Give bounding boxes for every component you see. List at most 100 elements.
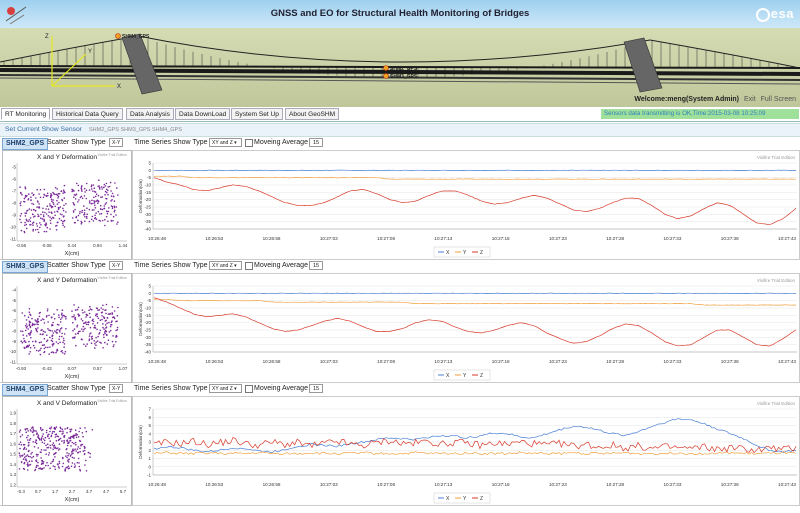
ts-legend: X Y Z (438, 373, 483, 379)
scatter-point (95, 218, 98, 220)
scatter-point (80, 187, 83, 190)
scatter-point (78, 330, 80, 333)
scatter-point (111, 320, 113, 322)
scatter-point (45, 230, 48, 233)
ts-type-select[interactable]: XY and Z ▾ (209, 138, 242, 147)
scatter-point (80, 223, 83, 225)
ts-x-tick: 10:27:18 (492, 236, 510, 241)
scatter-point (100, 186, 103, 188)
scatter-point (73, 434, 76, 437)
scatter-point (59, 213, 62, 215)
scatter-point (42, 428, 44, 431)
ts-y-tick: 0 (148, 291, 151, 296)
scatter-point (23, 201, 26, 203)
ts-x-tick: 10:27:43 (778, 236, 796, 241)
scatter-point (53, 193, 55, 195)
scatter-type-select[interactable]: X-Y (109, 261, 124, 270)
scatter-type-label: Scatter Show Type (47, 385, 106, 392)
scatter-point (92, 220, 95, 222)
sensor-id-list[interactable]: SHM2_GPS SHM3_GPS SHM4_GPS (89, 127, 182, 133)
scatter-point (71, 316, 73, 318)
scatter-point (44, 224, 46, 226)
bridge-illustration: Z Y X SHM4_GPS SHM2_GPS SHM3_GPS (0, 28, 800, 107)
sensor-tag[interactable]: SHM3_GPS (2, 261, 49, 273)
set-sensor-label[interactable]: Set Current Show Sensor (5, 126, 83, 133)
scatter-point (52, 203, 55, 205)
legend-box (433, 246, 491, 258)
scatter-point (35, 320, 37, 322)
tab-data-analysis[interactable]: Data Analysis (126, 108, 174, 120)
scatter-point (97, 309, 99, 311)
tab-about-geoshm[interactable]: About GeoSHM (285, 108, 340, 120)
scatter-point (77, 184, 80, 187)
scatter-point (49, 467, 51, 470)
sensor-marker-shm2[interactable]: SHM2_GPS (383, 65, 418, 73)
scatter-point (112, 345, 115, 348)
scatter-point (58, 467, 60, 469)
scatter-point (68, 467, 71, 469)
exit-link[interactable]: Exit (743, 96, 756, 103)
scatter-point (61, 465, 64, 468)
moving-average-checkbox[interactable] (245, 262, 253, 270)
scatter-point (42, 214, 45, 216)
full-screen-link[interactable]: Full Screen (760, 96, 796, 103)
tab-system-set-up[interactable]: System Set Up (231, 108, 283, 120)
scatter-point (110, 213, 112, 216)
scatter-point (40, 217, 42, 219)
scatter-point (26, 344, 29, 347)
scatter-point (62, 224, 64, 226)
scatter-point (57, 206, 60, 209)
scatter-point (45, 431, 48, 434)
scatter-point (30, 209, 33, 211)
scatter-point (52, 199, 54, 201)
scatter-point (82, 450, 85, 452)
scatter-type-select[interactable]: X-Y (109, 138, 124, 147)
scatter-point (28, 320, 31, 323)
scatter-point (62, 216, 65, 218)
scatter-point (73, 190, 75, 192)
scatter-point (58, 438, 61, 441)
ts-type-select[interactable]: XY and Z ▾ (209, 261, 242, 270)
ts-type-select[interactable]: XY and Z ▾ (209, 384, 242, 393)
scatter-point (92, 190, 94, 192)
ts-series-z (153, 177, 797, 226)
tab-historical-data-query[interactable]: Historical Data Query (52, 108, 123, 120)
ts-y-tick: -35 (144, 342, 151, 347)
moving-average-checkbox[interactable] (245, 385, 253, 393)
scatter-point (56, 323, 59, 326)
scatter-point (95, 336, 97, 339)
scatter-point (34, 210, 37, 212)
axis-label-x: X (117, 84, 121, 90)
scatter-point (36, 206, 38, 208)
scatter-point (77, 313, 79, 315)
ts-y-tick: 3 (148, 440, 151, 445)
ts-y-label: Deformation(cm) (138, 179, 143, 213)
scatter-point (80, 186, 83, 188)
ts-y-tick: -20 (144, 320, 151, 325)
moving-average-input[interactable]: 15 (309, 384, 323, 393)
ts-y-tick: -40 (144, 350, 151, 355)
scatter-point (75, 309, 77, 311)
sensor-tag[interactable]: SHM4_GPS (2, 384, 49, 396)
scatter-point (23, 197, 26, 200)
sensor-marker-shm4[interactable]: SHM4_GPS (115, 33, 150, 41)
sensor-tag[interactable]: SHM2_GPS (2, 138, 49, 150)
scatter-point (97, 210, 100, 213)
scatter-point (63, 343, 66, 345)
tab-data-download[interactable]: Data DownLoad (175, 108, 231, 120)
scatter-point (94, 326, 96, 329)
moving-average-input[interactable]: 15 (309, 261, 323, 270)
scatter-point (75, 443, 77, 446)
scatter-type-select[interactable]: X-Y (109, 384, 124, 393)
scatter-point (71, 441, 74, 444)
scatter-point (109, 325, 112, 328)
scatter-point (104, 224, 106, 227)
moving-average-checkbox[interactable] (245, 139, 253, 147)
scatter-point (66, 452, 68, 454)
moving-average-input[interactable]: 15 (309, 138, 323, 147)
satellite-logo-icon (5, 6, 27, 25)
tab-rt-monitoring[interactable]: RT Monitoring (1, 108, 51, 120)
sensor-marker-shm3[interactable]: SHM3_GPS (383, 73, 418, 81)
scatter-point (29, 455, 31, 458)
scatter-point (115, 334, 118, 337)
